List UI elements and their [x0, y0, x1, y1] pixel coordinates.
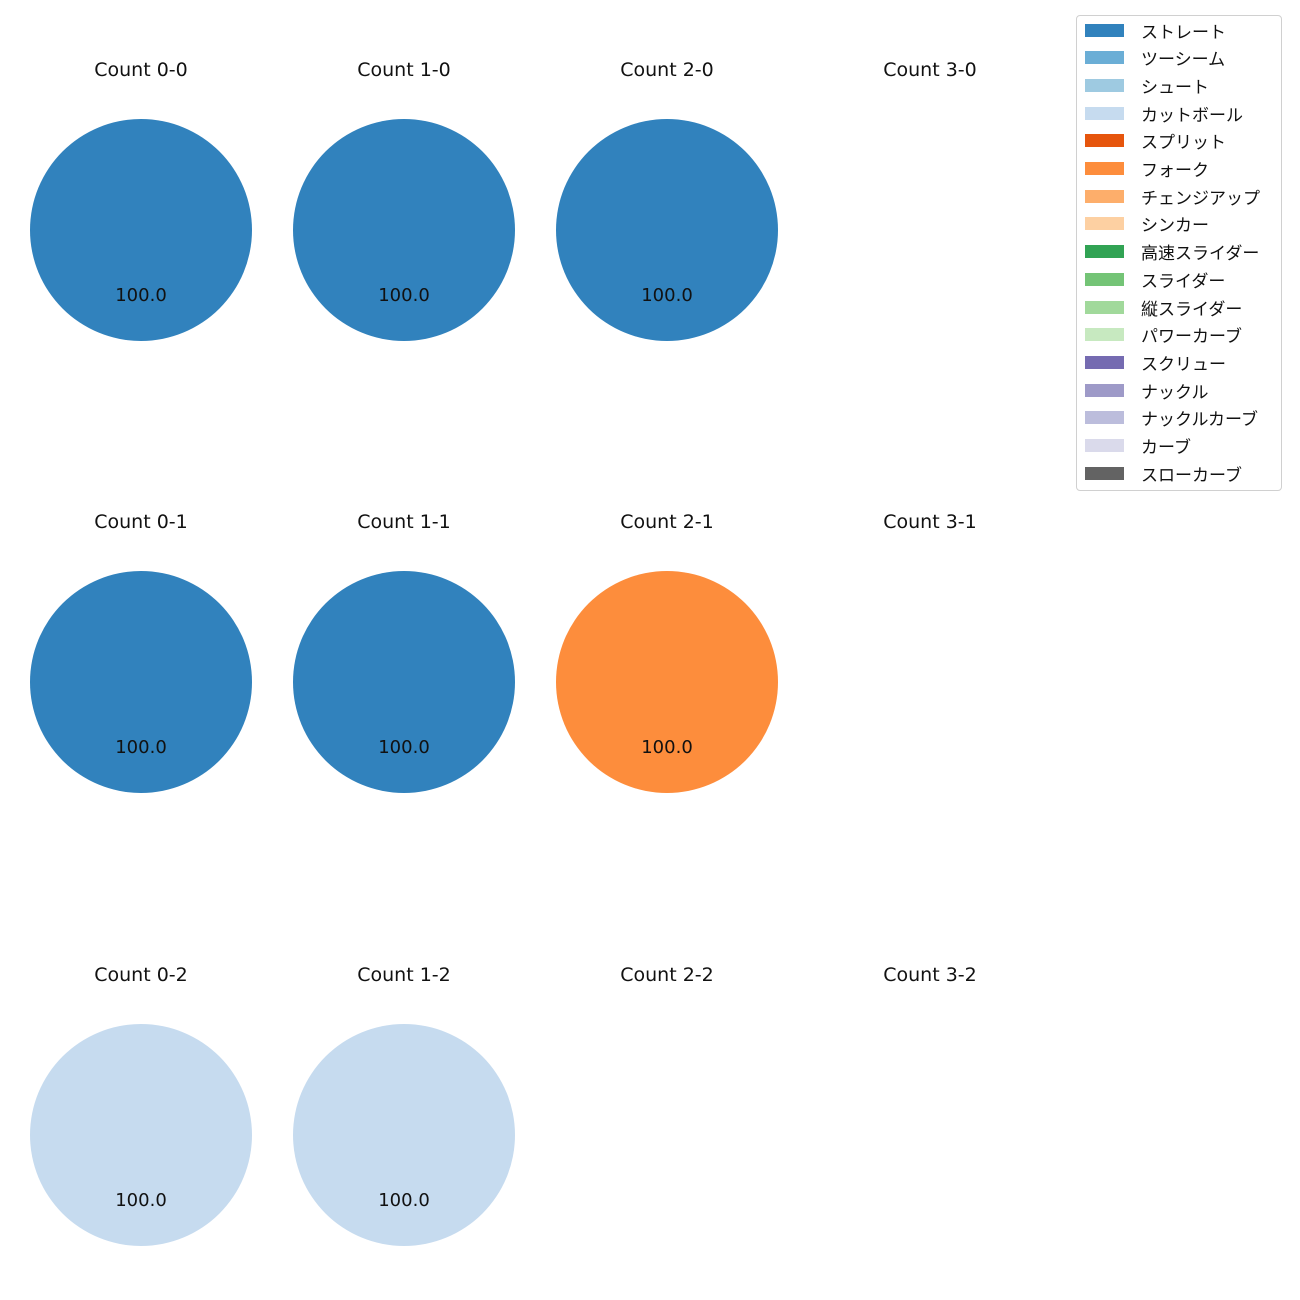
- legend-label: シュート: [1141, 77, 1209, 98]
- slice-label: 100.0: [378, 737, 430, 758]
- legend-item: フォーク: [1085, 159, 1209, 181]
- panel-title: Count 2-2: [620, 964, 714, 986]
- legend-item: スプリット: [1085, 131, 1226, 154]
- legend-swatch: [1085, 134, 1124, 148]
- slice-label: 100.0: [378, 285, 430, 306]
- panel-title: Count 2-0: [620, 59, 714, 81]
- legend-swatch: [1085, 189, 1124, 203]
- legend-swatch: [1085, 78, 1124, 92]
- legend-label: 縦スライダー: [1141, 299, 1243, 320]
- legend-swatch: [1085, 106, 1124, 120]
- legend-label: チェンジアップ: [1141, 188, 1260, 209]
- legend-label: ストレート: [1141, 22, 1226, 43]
- legend-item: ツーシーム: [1085, 48, 1226, 71]
- legend-swatch: [1085, 217, 1124, 231]
- panel-title: Count 3-0: [883, 59, 977, 81]
- slice-label: 100.0: [115, 1190, 167, 1211]
- pie-slice: [556, 119, 778, 341]
- pie-slice: [293, 119, 515, 341]
- pie-slice: [30, 1024, 252, 1246]
- legend-item: スローカーブ: [1085, 463, 1242, 486]
- legend-label: 高速スライダー: [1141, 244, 1260, 265]
- slice-label: 100.0: [641, 285, 693, 306]
- legend-swatch: [1085, 439, 1124, 452]
- legend-swatch: [1085, 355, 1124, 369]
- legend-label: カットボール: [1141, 105, 1243, 126]
- panel-title: Count 0-0: [94, 59, 188, 81]
- legend-label: カーブ: [1141, 438, 1191, 458]
- legend-item: ストレート: [1085, 20, 1226, 43]
- legend-item: ナックル: [1085, 380, 1209, 403]
- slice-label: 100.0: [641, 737, 693, 758]
- legend-item: 縦スライダー: [1085, 297, 1243, 320]
- legend-label: スライダー: [1141, 271, 1226, 292]
- legend-label: スローカーブ: [1141, 465, 1242, 486]
- panel-title: Count 1-2: [357, 964, 451, 986]
- legend-swatch: [1085, 272, 1124, 286]
- panel-title: Count 1-1: [357, 511, 451, 533]
- legend-item: カーブ: [1085, 436, 1191, 458]
- legend-swatch: [1085, 411, 1124, 425]
- legend-label: シンカー: [1141, 216, 1209, 237]
- legend-item: チェンジアップ: [1085, 186, 1260, 209]
- slice-label: 100.0: [115, 737, 167, 758]
- legend: ストレートツーシームシュートカットボール スプリットフォークチェンジアップ シンカー…: [1076, 15, 1282, 491]
- legend-label: スプリット: [1141, 133, 1226, 154]
- legend-item: スクリュー: [1085, 352, 1226, 375]
- slice-label: 100.0: [115, 285, 167, 306]
- legend-swatch: [1085, 300, 1124, 314]
- legend-swatch: [1085, 383, 1124, 397]
- legend-swatch: [1085, 328, 1124, 342]
- legend-item: スライダー: [1085, 269, 1226, 292]
- legend-item: ナックルカーブ: [1085, 408, 1258, 431]
- pie-slice: [30, 119, 252, 341]
- legend-item: 高速スライダー: [1085, 242, 1260, 265]
- legend-label: ナックル: [1141, 382, 1209, 403]
- legend-swatch: [1085, 466, 1124, 480]
- legend-item: シュート: [1085, 75, 1209, 98]
- legend-item: シンカー: [1085, 214, 1209, 237]
- panel-title: Count 1-0: [357, 59, 451, 81]
- legend-label: パワーカーブ: [1141, 327, 1242, 348]
- pie-slice: [293, 571, 515, 793]
- panel-title: Count 3-2: [883, 964, 977, 986]
- legend-item: パワーカーブ: [1085, 325, 1242, 348]
- panel-title: Count 0-1: [94, 511, 188, 533]
- panel-title: Count 3-1: [883, 511, 977, 533]
- legend-swatch: [1085, 245, 1124, 259]
- legend-swatch: [1085, 23, 1124, 37]
- panel-title: Count 0-2: [94, 964, 188, 986]
- legend-label: ツーシーム: [1141, 50, 1226, 71]
- slice-label: 100.0: [378, 1190, 430, 1211]
- legend-item: カットボール: [1085, 103, 1243, 126]
- pie-slice: [293, 1024, 515, 1246]
- legend-swatch: [1085, 51, 1124, 65]
- pie-slice: [556, 571, 778, 793]
- legend-swatch: [1085, 162, 1124, 175]
- legend-label: ナックルカーブ: [1141, 410, 1258, 431]
- panel-title: Count 2-1: [620, 511, 714, 533]
- pie-slice: [30, 571, 252, 793]
- legend-label: フォーク: [1141, 161, 1209, 181]
- legend-label: スクリュー: [1141, 354, 1226, 375]
